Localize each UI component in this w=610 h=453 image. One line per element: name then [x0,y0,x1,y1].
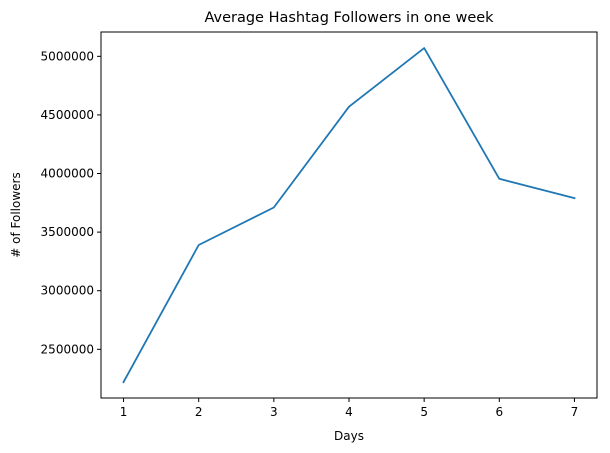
y-axis-ticks: 2500000 3000000 3500000 4000000 4500000 50000… [41,49,101,356]
y-tick-label: 5000000 [41,49,94,63]
y-tick-label: 4000000 [41,167,94,181]
x-axis-label: Days [334,429,364,443]
x-tick-label: 6 [495,405,503,419]
axes-frame [100,31,598,399]
x-axis-ticks: 1 2 3 4 5 6 7 [120,398,579,419]
x-tick-label: 2 [195,405,203,419]
series-line [122,47,576,384]
y-tick-label: 3000000 [41,284,94,298]
y-tick-label: 3500000 [41,225,94,239]
y-tick-label: 4500000 [41,108,94,122]
x-tick-label: 5 [420,405,428,419]
y-tick-label: 2500000 [41,342,94,356]
x-tick-label: 1 [120,405,128,419]
series-layer [122,47,576,384]
y-axis-label: # of Followers [9,172,23,257]
chart-title: Average Hashtag Followers in one week [204,10,494,26]
x-tick-label: 7 [571,405,579,419]
x-tick-label: 3 [270,405,278,419]
x-tick-label: 4 [345,405,353,419]
